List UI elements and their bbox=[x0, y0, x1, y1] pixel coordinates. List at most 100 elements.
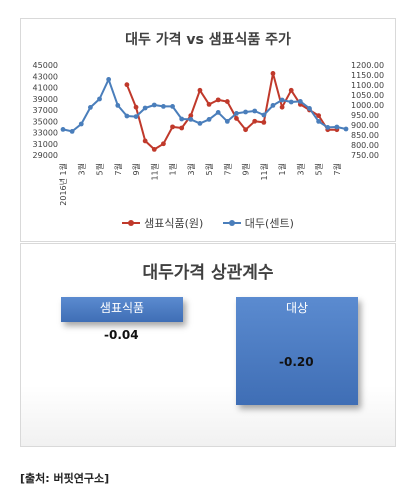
bar-value-sampyo: -0.04 bbox=[104, 328, 139, 342]
data-point-sampyo bbox=[161, 141, 166, 147]
legend-item-sampyo: 샘표식품(원) bbox=[122, 215, 203, 231]
legend-label-sampyo: 샘표식품(원) bbox=[144, 217, 204, 230]
data-point-sampyo bbox=[279, 104, 285, 110]
y-left-tick-label: 29000 bbox=[33, 151, 58, 160]
y-left-tick-label: 37000 bbox=[33, 106, 58, 115]
data-point-sampyo bbox=[316, 113, 322, 119]
bar-sampyo: 샘표식품 bbox=[61, 297, 183, 322]
data-point-sampyo bbox=[197, 87, 203, 93]
data-point-sampyo bbox=[243, 127, 248, 133]
series-line-sampyo bbox=[125, 72, 337, 151]
data-point-soybean bbox=[69, 129, 75, 134]
y-left-tick-label: 45000 bbox=[33, 61, 58, 70]
x-tick-label: 1월 bbox=[168, 163, 178, 175]
line-chart-legend: 샘표식품(원) 대두(센트) bbox=[21, 215, 395, 231]
y-right-tick-label: 1100.00 bbox=[351, 81, 384, 90]
data-point-sampyo bbox=[252, 118, 258, 124]
y-right-tick-label: 1000.00 bbox=[351, 101, 384, 110]
y-right-tick-label: 1200.00 bbox=[351, 61, 384, 70]
bar-category-daesang: 대상 bbox=[285, 301, 309, 315]
data-point-soybean bbox=[106, 77, 112, 82]
data-point-soybean bbox=[343, 126, 349, 132]
data-point-soybean bbox=[115, 103, 121, 108]
x-tick-label: 11월 bbox=[149, 163, 159, 181]
correlation-bar-chart: 대두가격 상관계수 샘표식품 -0.04 대상 -0.20 bbox=[20, 243, 396, 447]
data-point-soybean bbox=[161, 104, 166, 109]
data-point-soybean bbox=[288, 99, 294, 105]
data-point-sampyo bbox=[170, 124, 175, 130]
data-point-soybean bbox=[60, 127, 66, 132]
data-point-soybean bbox=[316, 119, 322, 124]
data-point-soybean bbox=[206, 117, 212, 122]
y-left-tick-label: 39000 bbox=[33, 95, 58, 104]
data-point-soybean bbox=[243, 109, 248, 115]
y-right-tick-label: 800.00 bbox=[351, 141, 379, 150]
data-point-soybean bbox=[234, 111, 239, 116]
y-left-tick-label: 43000 bbox=[33, 72, 58, 81]
data-point-sampyo bbox=[261, 119, 267, 125]
bar-category-sampyo: 샘표식품 bbox=[99, 301, 145, 315]
data-point-sampyo bbox=[288, 87, 294, 93]
data-point-sampyo bbox=[179, 125, 185, 131]
y-left-tick-label: 41000 bbox=[33, 84, 58, 93]
data-point-soybean bbox=[151, 102, 157, 108]
x-tick-label: 9월 bbox=[241, 163, 251, 175]
y-right-tick-label: 850.00 bbox=[351, 131, 379, 140]
x-tick-label: 3월 bbox=[295, 163, 305, 175]
x-tick-label: 5월 bbox=[95, 163, 105, 175]
y-right-tick-label: 750.00 bbox=[351, 151, 379, 160]
data-point-sampyo bbox=[124, 82, 130, 88]
data-point-soybean bbox=[307, 106, 312, 111]
data-point-soybean bbox=[224, 119, 230, 124]
data-point-soybean bbox=[179, 116, 185, 122]
data-point-soybean bbox=[325, 125, 331, 130]
data-point-sampyo bbox=[215, 97, 221, 103]
data-point-soybean bbox=[142, 105, 148, 111]
x-tick-label: 3월 bbox=[186, 163, 196, 175]
x-tick-label: 3월 bbox=[76, 163, 86, 175]
data-point-sampyo bbox=[206, 101, 212, 107]
line-chart-title: 대두 가격 vs 샘표식품 주가 bbox=[125, 32, 291, 48]
x-tick-label: 9월 bbox=[131, 163, 141, 175]
data-point-soybean bbox=[252, 108, 258, 114]
y-right-tick-label: 900.00 bbox=[351, 121, 379, 130]
source-note: [출처: 버핏연구소] bbox=[20, 472, 110, 485]
data-point-sampyo bbox=[188, 113, 194, 119]
data-point-soybean bbox=[334, 124, 340, 130]
data-point-soybean bbox=[124, 113, 130, 119]
data-point-soybean bbox=[261, 112, 267, 118]
data-point-soybean bbox=[188, 117, 194, 122]
legend-swatch-sampyo bbox=[122, 218, 141, 228]
x-tick-label: 7월 bbox=[113, 163, 123, 175]
y-left-tick-label: 35000 bbox=[33, 117, 58, 126]
x-tick-label: 7월 bbox=[332, 163, 342, 175]
data-point-sampyo bbox=[142, 138, 148, 144]
data-point-soybean bbox=[97, 96, 102, 102]
legend-item-soybean: 대두(센트) bbox=[222, 215, 294, 231]
data-point-sampyo bbox=[270, 71, 276, 76]
data-point-sampyo bbox=[133, 104, 139, 110]
data-point-soybean bbox=[215, 110, 221, 115]
y-right-tick-label: 1050.00 bbox=[351, 91, 384, 100]
data-point-soybean bbox=[279, 97, 285, 103]
data-point-soybean bbox=[270, 103, 276, 108]
x-tick-label: 5월 bbox=[204, 163, 214, 175]
line-chart-plot: 29000 31000 33000 35000 37000 39000 41000 43000… bbox=[33, 61, 385, 206]
y-left-tick-label: 33000 bbox=[33, 129, 58, 138]
price-line-chart: 대두 가격 vs 샘표식품 주가 29000 31000 33000 35000 370… bbox=[20, 18, 396, 242]
x-tick-label: 11월 bbox=[259, 163, 269, 181]
y-right-tick-label: 1150.00 bbox=[351, 71, 384, 80]
x-tick-label: 7월 bbox=[222, 163, 232, 175]
legend-swatch-soybean bbox=[222, 218, 241, 228]
data-point-soybean bbox=[87, 105, 93, 110]
data-point-soybean bbox=[170, 104, 175, 109]
bar-value-daesang: -0.20 bbox=[279, 355, 314, 369]
x-tick-label: 5월 bbox=[314, 163, 324, 175]
data-point-sampyo bbox=[224, 99, 230, 104]
data-point-soybean bbox=[133, 114, 139, 119]
bar-chart-title: 대두가격 상관계수 bbox=[142, 263, 274, 283]
x-tick-label: 2016년 1월 bbox=[58, 163, 68, 206]
y-right-tick-label: 950.00 bbox=[351, 111, 379, 120]
data-point-soybean bbox=[197, 121, 203, 126]
data-point-soybean bbox=[78, 121, 84, 127]
